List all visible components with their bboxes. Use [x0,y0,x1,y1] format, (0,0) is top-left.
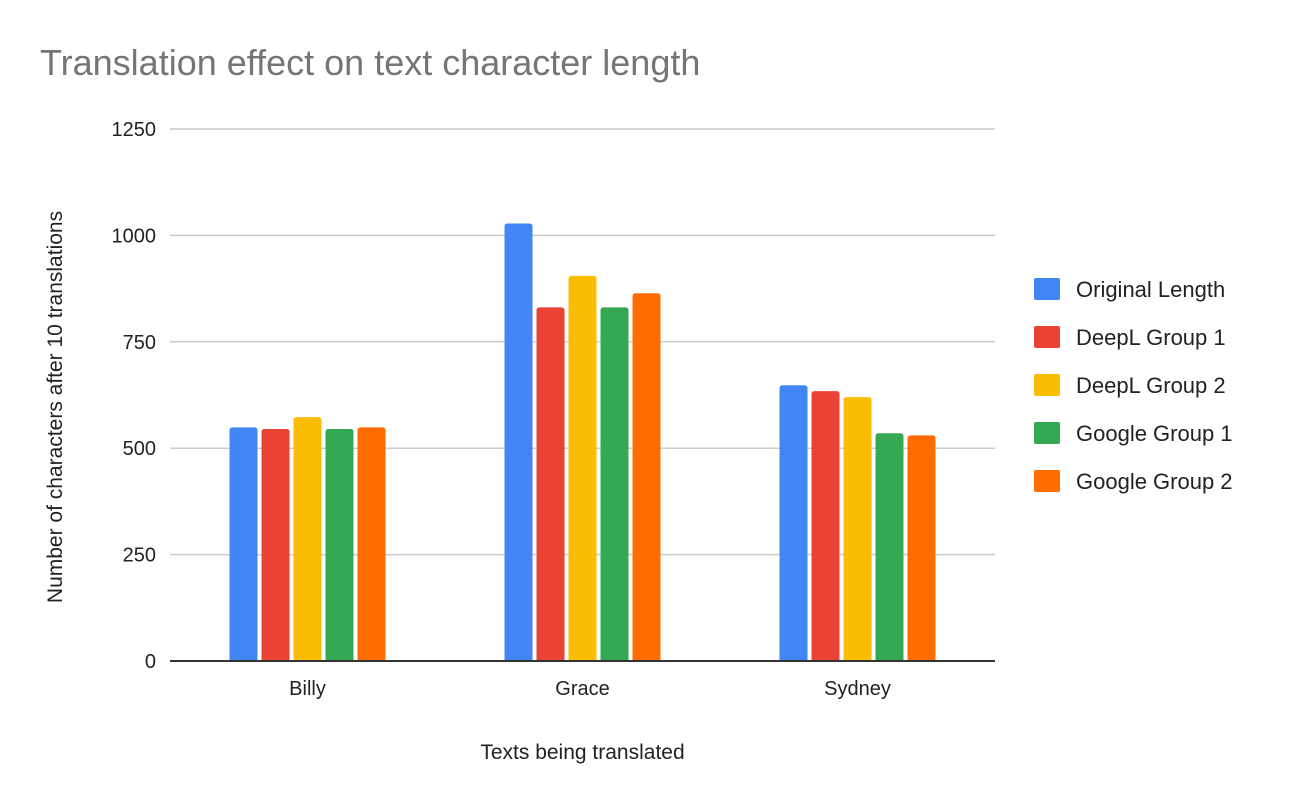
legend-swatch [1034,278,1060,300]
bar-deepl-group-1-sydney [811,391,840,661]
bar-google-group-2-billy [357,427,386,661]
chart-title: Translation effect on text character len… [40,42,701,83]
bar-original-length-grace [504,223,533,661]
y-tick-label: 0 [145,651,156,673]
legend: Original Length DeepL Group 1 DeepL Group … [1034,277,1233,494]
legend-swatch [1034,470,1060,492]
bar-deepl-group-1-grace [536,307,565,661]
bar-deepl-group-1-billy [261,429,290,661]
bar-google-group-1-billy [325,429,354,661]
x-tick-label: Billy [289,678,326,700]
legend-label: DeepL Group 1 [1076,325,1226,350]
y-tick-label: 750 [123,332,156,354]
legend-label: Google Group 1 [1076,421,1233,446]
bar-original-length-billy [229,427,258,661]
y-tick-label: 1000 [112,225,157,247]
axes: 0 250 500 750 1000 1250 Billy Grace Sydney [112,119,995,700]
y-tick-label: 1250 [112,119,157,141]
bar-google-group-2-grace [632,293,661,661]
bar-google-group-1-grace [600,307,629,661]
legend-label: DeepL Group 2 [1076,373,1226,398]
bar-deepl-group-2-sydney [843,397,872,661]
legend-label: Google Group 2 [1076,469,1233,494]
legend-label: Original Length [1076,277,1225,302]
x-tick-label: Grace [555,678,609,700]
y-axis-label: Number of characters after 10 translatio… [44,211,67,603]
legend-swatch [1034,374,1060,396]
bar-deepl-group-2-grace [568,275,597,661]
y-tick-label: 250 [123,545,156,567]
bar-deepl-group-2-billy [293,417,322,661]
legend-swatch [1034,326,1060,348]
legend-swatch [1034,422,1060,444]
bar-google-group-1-sydney [875,433,904,661]
y-tick-label: 500 [123,438,156,460]
bar-original-length-sydney [779,385,808,661]
bar-google-group-2-sydney [907,435,936,661]
x-tick-label: Sydney [824,678,891,700]
bars [229,223,936,661]
x-axis-label: Texts being translated [480,741,684,764]
